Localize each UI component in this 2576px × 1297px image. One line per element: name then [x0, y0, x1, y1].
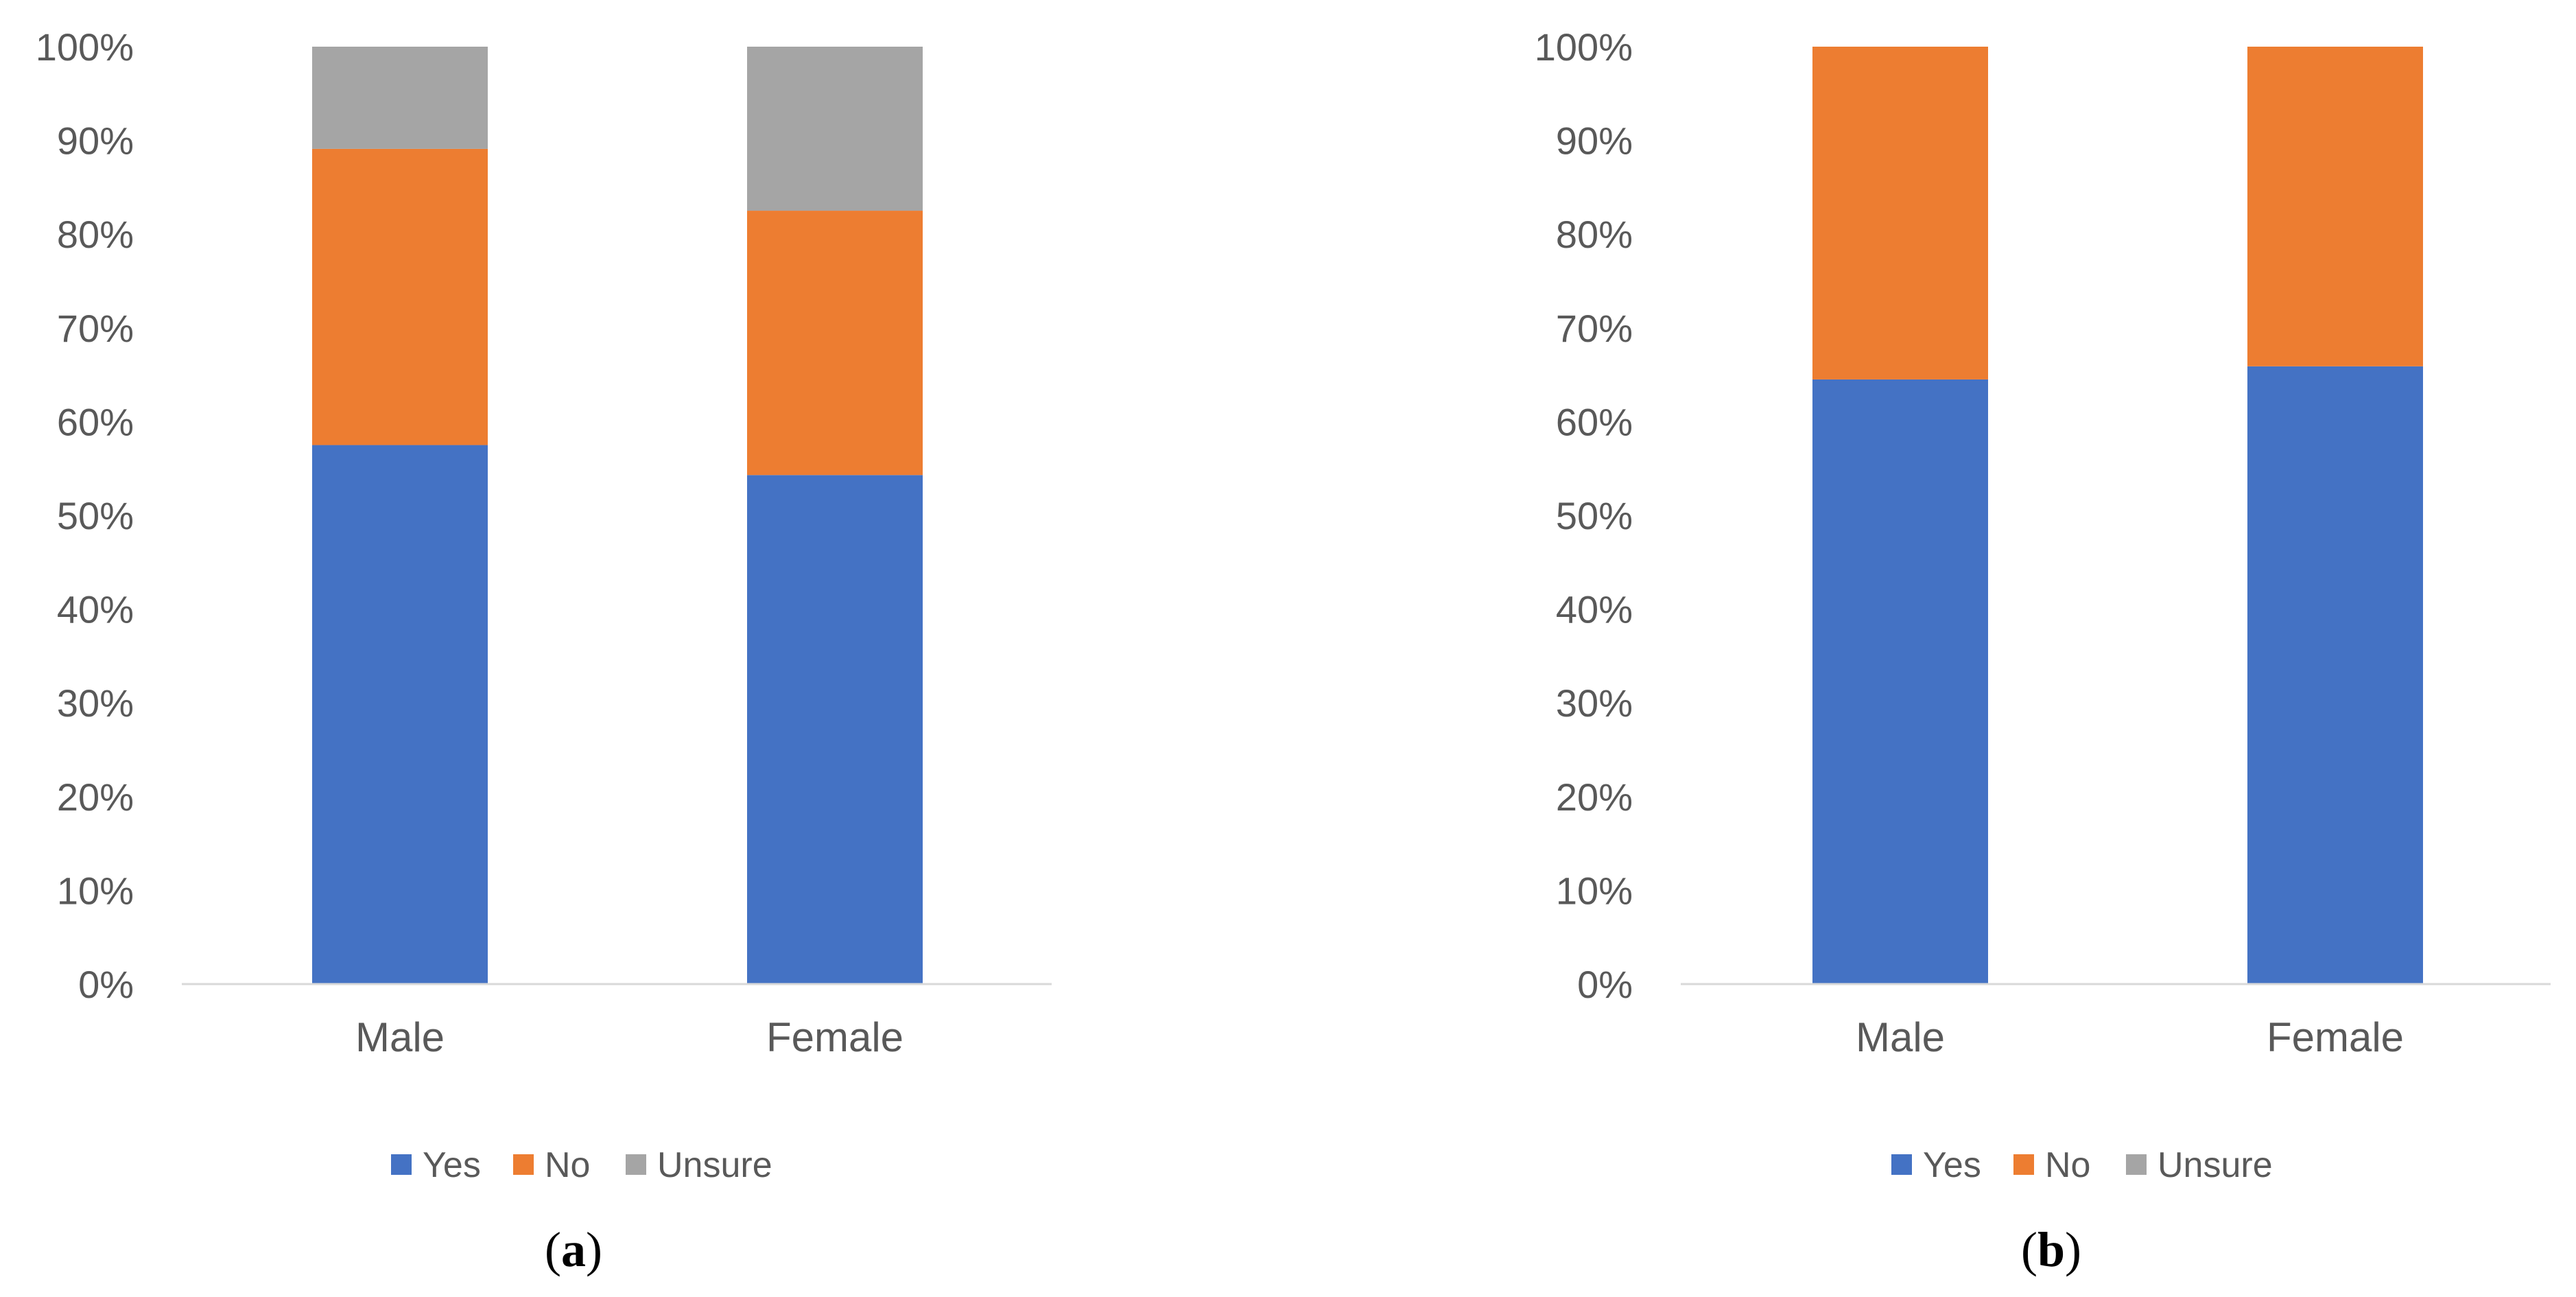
legend-swatch-unsure	[626, 1154, 646, 1175]
y-tick-label: 100%	[36, 25, 134, 69]
legend-swatch-no	[513, 1154, 534, 1175]
bar-no-female	[2247, 47, 2423, 366]
bar-no-female	[747, 211, 923, 476]
bar-unsure-male	[312, 47, 488, 149]
legend-label-unsure: Unsure	[2158, 1145, 2273, 1185]
y-tick-label: 40%	[1556, 588, 1633, 631]
panel-letter: b	[2037, 1222, 2065, 1277]
legend-label-yes: Yes	[1923, 1145, 1981, 1185]
legend-label-unsure: Unsure	[657, 1145, 772, 1185]
y-tick-label: 30%	[1556, 681, 1633, 725]
bar-yes-male	[312, 445, 488, 984]
y-tick-label: 60%	[57, 400, 134, 443]
legend: Yes No Unsure	[1891, 1145, 2273, 1185]
bar-yes-female	[747, 475, 923, 984]
x-category-label: Male	[355, 1014, 445, 1060]
bar-no-male	[312, 148, 488, 445]
y-tick-label: 0%	[1577, 963, 1633, 1006]
chart-b: 0% 10% 20% 30% 40% 50% 60% 70% 80% 90% 100% Male Fem…	[1535, 25, 2551, 1277]
y-tick-label: 60%	[1556, 400, 1633, 443]
y-tick-label: 90%	[1556, 119, 1633, 163]
chart-a: 0% 10% 20% 30% 40% 50% 60% 70% 80% 90% 100% Male Fem…	[36, 25, 1052, 1277]
legend-label-no: No	[545, 1145, 590, 1185]
y-tick-label: 70%	[57, 307, 134, 350]
panel-label: (a)	[545, 1222, 602, 1277]
y-tick-label: 80%	[1556, 213, 1633, 256]
y-tick-label: 100%	[1535, 25, 1633, 69]
y-tick-label: 0%	[78, 963, 134, 1006]
y-tick-label: 70%	[1556, 307, 1633, 350]
legend-label-yes: Yes	[423, 1145, 481, 1185]
bar-yes-male	[1812, 379, 1988, 984]
panel-letter: a	[561, 1222, 586, 1277]
y-tick-label: 50%	[57, 494, 134, 537]
y-tick-label: 80%	[57, 213, 134, 256]
legend-swatch-yes	[391, 1154, 412, 1175]
y-tick-label: 40%	[57, 588, 134, 631]
bar-no-male	[1812, 47, 1988, 379]
legend-swatch-yes	[1891, 1154, 1912, 1175]
panel-label: (b)	[2021, 1222, 2081, 1277]
y-tick-label: 20%	[1556, 775, 1633, 819]
y-tick-label: 50%	[1556, 494, 1633, 537]
y-tick-label: 10%	[1556, 869, 1633, 912]
legend: Yes No Unsure	[391, 1145, 772, 1185]
bar-unsure-female	[747, 47, 923, 211]
y-tick-label: 90%	[57, 119, 134, 163]
x-category-label: Female	[766, 1014, 903, 1060]
legend-label-no: No	[2045, 1145, 2090, 1185]
legend-swatch-unsure	[2126, 1154, 2147, 1175]
y-tick-label: 20%	[57, 775, 134, 819]
x-category-label: Female	[2267, 1014, 2404, 1060]
bar-yes-female	[2247, 366, 2423, 984]
y-tick-label: 10%	[57, 869, 134, 912]
legend-swatch-no	[2013, 1154, 2034, 1175]
y-tick-label: 30%	[57, 681, 134, 725]
x-category-label: Male	[1856, 1014, 1945, 1060]
